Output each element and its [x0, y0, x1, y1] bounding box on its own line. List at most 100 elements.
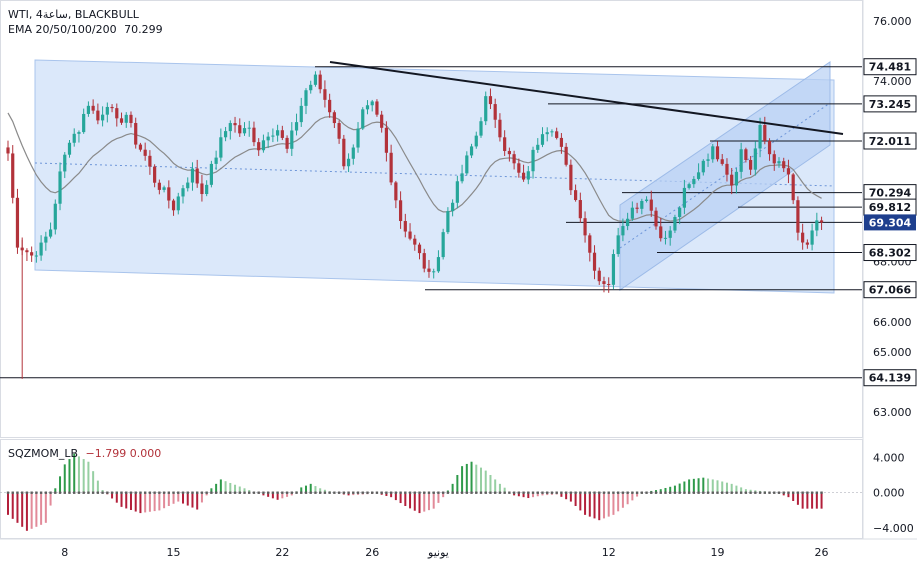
squeeze-dot: [380, 491, 383, 494]
momentum-bar: [129, 492, 132, 510]
candle-body: [176, 196, 180, 211]
momentum-bar: [286, 492, 289, 497]
squeeze-dot: [574, 491, 577, 494]
squeeze-dot: [413, 491, 416, 494]
momentum-bar: [385, 492, 388, 496]
candle: [791, 172, 795, 205]
candle: [44, 231, 48, 251]
candle: [592, 245, 597, 280]
candle: [682, 179, 686, 215]
momentum-values: −1.799 0.000: [85, 447, 162, 460]
momentum-bar: [96, 480, 99, 493]
squeeze-dot: [318, 491, 322, 494]
candle-body: [753, 148, 757, 170]
squeeze-dot: [650, 491, 653, 494]
candle-body: [34, 255, 38, 257]
squeeze-dot: [758, 491, 762, 494]
candle: [285, 135, 289, 154]
time-tick-label: 19: [711, 546, 725, 559]
squeeze-dot: [664, 491, 667, 494]
squeeze-dot: [49, 491, 52, 494]
candle: [39, 235, 43, 261]
candle-body: [701, 160, 705, 173]
candle: [389, 144, 393, 186]
price-tag-box: [863, 58, 917, 76]
squeeze-dot: [129, 491, 133, 494]
candle-body: [436, 257, 441, 272]
candle: [167, 180, 171, 209]
candle-body: [668, 230, 672, 238]
candle-body: [209, 163, 213, 185]
momentum-bar: [418, 492, 421, 514]
momentum-bar: [532, 492, 535, 498]
candle: [517, 158, 521, 178]
momentum-bar: [215, 483, 218, 493]
momentum-bar: [579, 492, 582, 511]
candle: [375, 99, 379, 117]
momentum-bar: [536, 492, 539, 497]
price-axis[interactable]: 76.00074.00068.00066.00065.00063.0004.00…: [873, 15, 914, 535]
trendline[interactable]: [329, 61, 844, 135]
candle-body: [25, 250, 29, 253]
momentum-bar: [498, 483, 501, 493]
squeeze-dot: [687, 491, 691, 494]
candle: [91, 99, 95, 114]
squeeze-dot: [148, 491, 152, 494]
candle-body: [356, 128, 360, 148]
squeeze-dot: [593, 491, 596, 494]
squeeze-dot: [550, 491, 554, 494]
time-axis[interactable]: 8 15 22 26 يونيو 12 19 26: [61, 546, 828, 559]
candle: [337, 120, 341, 144]
candle-body: [616, 235, 620, 255]
squeeze-dot: [11, 491, 14, 494]
candle-body: [465, 155, 469, 174]
squeeze-dot: [25, 491, 29, 494]
candle: [233, 116, 237, 133]
squeeze-dot: [612, 491, 615, 494]
squeeze-dot: [63, 491, 66, 494]
candle: [356, 122, 360, 153]
squeeze-dot: [106, 491, 109, 494]
candle-body: [744, 149, 748, 161]
candle-body: [153, 166, 157, 183]
candle-body: [370, 101, 374, 106]
squeeze-dot: [290, 491, 293, 494]
candle-body: [460, 173, 464, 182]
momentum-bar: [688, 479, 691, 493]
squeeze-dot: [219, 491, 223, 494]
momentum-bar: [234, 484, 237, 493]
squeeze-dot: [678, 491, 681, 494]
momentum-bar: [749, 489, 752, 493]
candle-body: [72, 133, 76, 143]
candle-body: [313, 74, 318, 85]
candle: [484, 91, 488, 126]
momentum-bar: [513, 492, 516, 496]
squeeze-dot: [181, 491, 185, 494]
candle: [744, 147, 748, 163]
price-tag-text: 74.481: [869, 61, 911, 74]
squeeze-dot: [787, 491, 790, 494]
horizontal-levels[interactable]: [0, 66, 862, 379]
candle: [134, 117, 138, 149]
candle: [96, 103, 100, 125]
momentum-bar: [456, 475, 459, 493]
candle-body: [389, 152, 393, 183]
candle: [181, 184, 185, 204]
squeeze-dot: [39, 491, 43, 494]
candle-body: [53, 203, 57, 230]
candle: [271, 128, 275, 143]
candle: [294, 113, 299, 136]
descending-trendline[interactable]: [329, 61, 844, 135]
momentum-bar: [63, 464, 66, 493]
price-tag-text: 73.245: [869, 98, 911, 111]
candle: [25, 248, 29, 262]
momentum-bar: [409, 492, 412, 509]
squeeze-dot: [172, 491, 175, 494]
momentum-bar: [437, 492, 440, 503]
momentum-bar: [574, 492, 577, 506]
candle-body: [276, 130, 280, 136]
squeeze-dot: [361, 491, 364, 494]
momentum-bar: [678, 483, 681, 493]
candle-body: [332, 112, 336, 124]
